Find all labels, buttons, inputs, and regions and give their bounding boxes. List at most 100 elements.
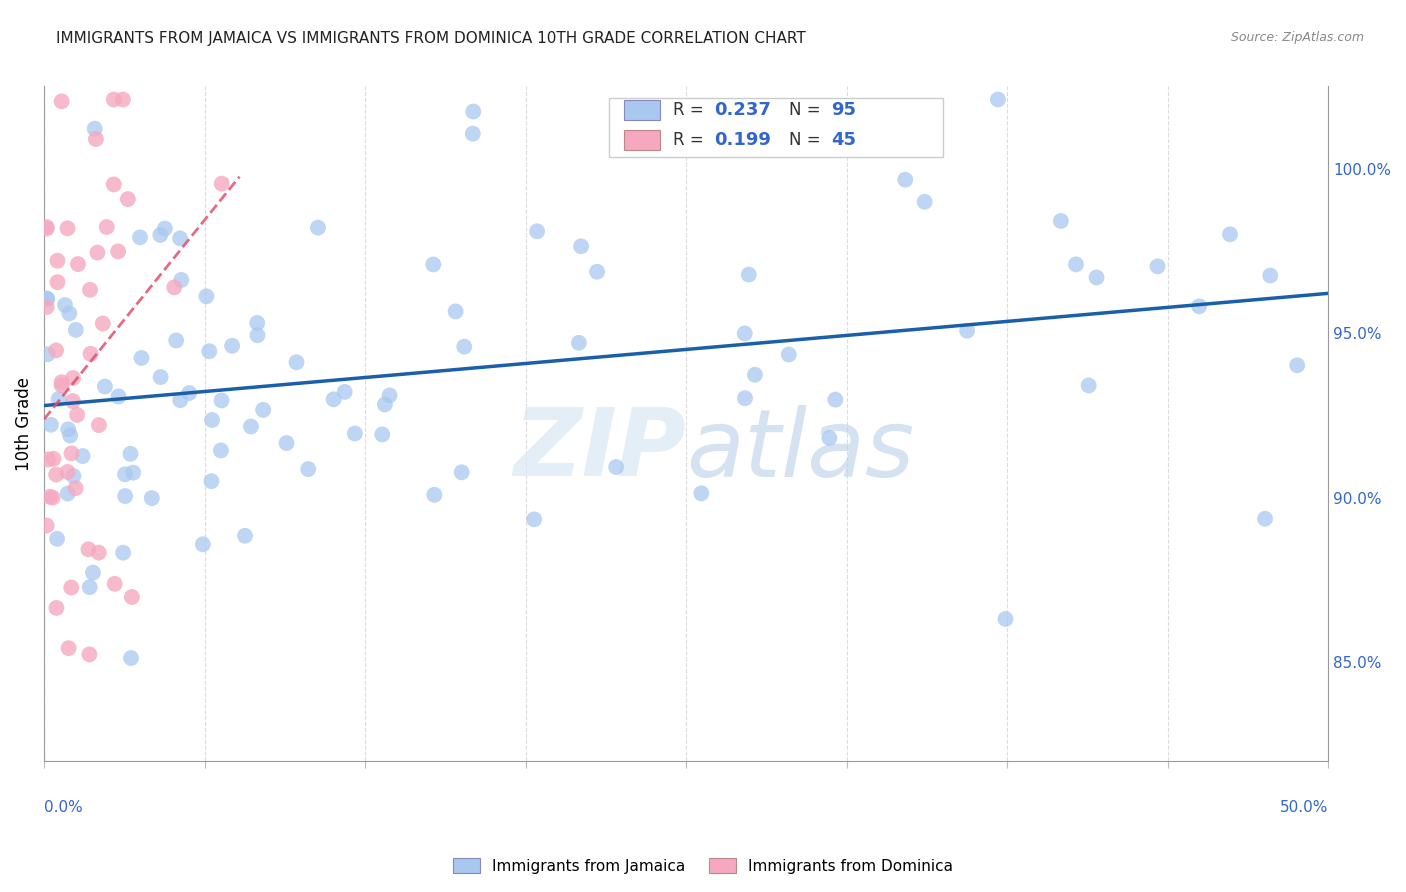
Point bbox=[343, 426, 366, 441]
Point bbox=[120, 447, 142, 461]
Point bbox=[149, 227, 172, 242]
Point bbox=[246, 316, 269, 330]
Point bbox=[894, 172, 917, 186]
Point bbox=[374, 397, 396, 411]
Point bbox=[131, 351, 153, 365]
Point bbox=[79, 283, 101, 297]
Point bbox=[82, 566, 104, 580]
Point bbox=[129, 230, 152, 244]
Point bbox=[1219, 227, 1241, 242]
Legend: Immigrants from Jamaica, Immigrants from Dominica: Immigrants from Jamaica, Immigrants from… bbox=[447, 852, 959, 880]
Point bbox=[568, 335, 591, 350]
Bar bbox=[624, 100, 661, 120]
Point bbox=[333, 384, 356, 399]
Point bbox=[170, 273, 193, 287]
Point bbox=[738, 268, 761, 282]
Point bbox=[35, 220, 58, 235]
Text: 0.199: 0.199 bbox=[714, 130, 772, 149]
Point bbox=[45, 343, 67, 358]
Point bbox=[94, 379, 117, 393]
Point bbox=[107, 244, 129, 259]
Point bbox=[1188, 299, 1211, 313]
Point bbox=[91, 317, 114, 331]
Text: 0.0%: 0.0% bbox=[44, 799, 83, 814]
Point bbox=[1286, 359, 1309, 373]
Point bbox=[378, 388, 401, 402]
Point bbox=[56, 486, 79, 500]
Point bbox=[112, 546, 135, 560]
Point bbox=[62, 371, 84, 385]
Point bbox=[35, 300, 58, 314]
Point bbox=[65, 323, 87, 337]
Point bbox=[72, 449, 94, 463]
Point bbox=[211, 177, 233, 191]
Point bbox=[450, 465, 472, 479]
Point bbox=[307, 220, 329, 235]
Point bbox=[96, 219, 118, 234]
Point bbox=[84, 132, 107, 146]
Text: 0.237: 0.237 bbox=[714, 101, 772, 119]
Point bbox=[65, 481, 87, 495]
Point bbox=[778, 347, 800, 361]
Point bbox=[103, 93, 125, 107]
Point bbox=[114, 467, 136, 482]
Point bbox=[103, 178, 125, 192]
Point bbox=[58, 306, 80, 320]
Y-axis label: 10th Grade: 10th Grade bbox=[15, 376, 32, 470]
Point bbox=[461, 127, 484, 141]
Point bbox=[169, 231, 191, 245]
Point bbox=[526, 224, 548, 238]
Point bbox=[252, 403, 274, 417]
Text: 95: 95 bbox=[831, 101, 856, 119]
Point bbox=[37, 347, 59, 361]
Point bbox=[42, 451, 65, 466]
Point bbox=[51, 378, 73, 392]
Point bbox=[62, 469, 84, 483]
Point bbox=[59, 428, 82, 442]
Point bbox=[87, 418, 110, 433]
Point bbox=[322, 392, 344, 407]
Point bbox=[56, 221, 79, 235]
Point bbox=[62, 394, 84, 409]
Point bbox=[1085, 270, 1108, 285]
Point bbox=[209, 443, 232, 458]
Point bbox=[818, 431, 841, 445]
FancyBboxPatch shape bbox=[609, 98, 943, 157]
Point bbox=[1077, 378, 1099, 392]
Point bbox=[734, 391, 756, 405]
Point bbox=[60, 581, 83, 595]
Point bbox=[276, 436, 298, 450]
Point bbox=[48, 392, 70, 406]
Text: Source: ZipAtlas.com: Source: ZipAtlas.com bbox=[1230, 31, 1364, 45]
Point bbox=[169, 393, 191, 408]
Point bbox=[83, 121, 105, 136]
Point bbox=[35, 221, 58, 235]
Point bbox=[211, 393, 233, 408]
Point bbox=[285, 355, 308, 369]
Point bbox=[37, 292, 59, 306]
Point bbox=[60, 446, 83, 460]
Text: 45: 45 bbox=[831, 130, 856, 149]
Point bbox=[423, 488, 446, 502]
Point bbox=[179, 386, 201, 401]
Point bbox=[141, 491, 163, 505]
Point bbox=[1254, 512, 1277, 526]
Point bbox=[463, 104, 485, 119]
Point bbox=[200, 474, 222, 488]
Point bbox=[444, 304, 467, 318]
Text: 50.0%: 50.0% bbox=[1279, 799, 1329, 814]
Point bbox=[39, 417, 62, 432]
Point bbox=[121, 590, 143, 604]
Point bbox=[422, 257, 444, 271]
Point bbox=[297, 462, 319, 476]
Point bbox=[117, 192, 139, 206]
Point bbox=[79, 648, 101, 662]
Point bbox=[56, 422, 79, 436]
Point bbox=[45, 467, 67, 482]
Point bbox=[994, 612, 1017, 626]
Point bbox=[79, 347, 101, 361]
Text: R =: R = bbox=[673, 101, 709, 119]
Point bbox=[58, 641, 80, 656]
Point bbox=[51, 95, 73, 109]
Point bbox=[153, 221, 176, 235]
